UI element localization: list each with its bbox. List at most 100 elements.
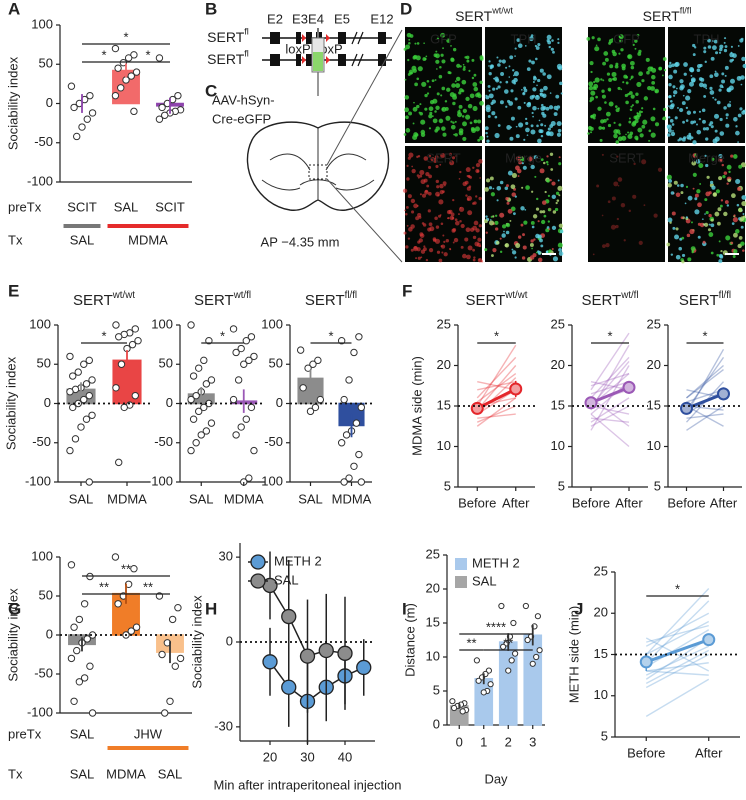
cell-signal (684, 202, 687, 205)
subject-line (645, 629, 710, 668)
cell-signal (490, 215, 493, 218)
allele-label-base: SERT (207, 51, 245, 67)
data-point (83, 115, 91, 123)
cell-signal (557, 41, 560, 44)
image-group-title-base: SERT (643, 8, 681, 24)
cell-signal (487, 114, 491, 118)
cell-signal (731, 222, 735, 225)
data-point (189, 415, 198, 423)
cell-signal (511, 172, 518, 179)
y-tick-label: 25 (437, 316, 451, 331)
cell-signal (423, 245, 426, 248)
cell-signal (625, 100, 629, 105)
cell-signal (441, 59, 446, 64)
cell-signal (703, 46, 707, 50)
cell-signal (514, 47, 517, 50)
cell-signal (544, 124, 547, 127)
cell-signal (442, 47, 444, 50)
cell-signal (441, 126, 446, 131)
data-point (232, 431, 240, 439)
cell-signal (727, 178, 732, 183)
cell-signal (509, 136, 514, 141)
cell-signal (615, 129, 621, 134)
cell-signal (738, 164, 743, 169)
cell-signal (512, 69, 515, 72)
cell-signal (435, 50, 438, 53)
cell-signal (469, 121, 473, 125)
cell-signal (726, 204, 730, 207)
cell-signal (449, 248, 452, 251)
channel-label: TPH (694, 31, 720, 46)
cell-signal (737, 113, 742, 118)
cell-signal (505, 230, 510, 235)
cell-signal (517, 105, 522, 110)
y-tick-label: 0 (226, 633, 233, 648)
significance-label: **** (486, 619, 506, 634)
cell-signal (721, 79, 726, 84)
cell-signal (549, 124, 554, 128)
x-tick-label: SAL (298, 491, 323, 506)
y-axis-label: METH side (min) (566, 606, 581, 704)
cell-signal (650, 132, 656, 138)
cell-signal (548, 249, 552, 252)
legend-label: SAL (472, 573, 497, 588)
cell-signal (515, 243, 521, 249)
cell-signal (603, 51, 609, 56)
cell-signal (666, 174, 672, 180)
cell-signal (723, 106, 727, 110)
y-tick-label: 10 (426, 648, 440, 663)
significance-label: * (123, 29, 128, 44)
cell-signal (518, 122, 524, 128)
data-point (473, 657, 480, 664)
cell-signal (434, 155, 439, 160)
cell-signal (412, 68, 417, 73)
data-point (158, 650, 166, 659)
cell-signal (422, 57, 427, 62)
cell-signal (506, 184, 509, 188)
y-tick-label: 100 (31, 16, 53, 31)
y-tick-label: -50 (154, 434, 173, 449)
significance-label: * (101, 328, 106, 343)
x-tick-label: MDMA (224, 491, 264, 506)
gene-break (351, 53, 364, 67)
cell-signal (696, 68, 701, 73)
legend-swatch (455, 558, 467, 570)
cell-signal (485, 231, 488, 234)
cell-signal (631, 122, 637, 127)
cell-signal (495, 240, 500, 245)
cell-signal (462, 253, 467, 259)
chart-title-sup: wt/fl (233, 290, 251, 301)
cell-signal (657, 167, 663, 172)
x-tick-label: After (615, 495, 643, 510)
cell-signal (714, 98, 717, 101)
subject-line (477, 413, 516, 419)
legend-marker (250, 573, 266, 589)
cell-signal (538, 129, 543, 134)
chart-title: SERTwt/fl (194, 290, 251, 309)
cell-signal (489, 220, 495, 226)
cell-signal (409, 71, 413, 75)
cell-signal (455, 83, 461, 88)
cell-signal (678, 246, 682, 251)
cell-signal (719, 117, 723, 122)
allele-label-base: SERT (207, 29, 245, 45)
cell-signal (721, 72, 725, 76)
cell-signal (719, 47, 723, 52)
cell-signal (703, 94, 707, 98)
cell-signal (419, 174, 423, 178)
panel-label: A (8, 0, 20, 18)
y-tick-label: 15 (426, 614, 440, 629)
cell-signal (422, 223, 427, 227)
cell-signal (622, 81, 625, 84)
data-point (124, 54, 133, 62)
data-point (88, 109, 97, 117)
cell-signal (428, 106, 434, 112)
cell-signal (473, 73, 477, 77)
data-point (171, 662, 179, 670)
cell-signal (505, 80, 509, 84)
cell-signal (590, 70, 593, 74)
cell-signal (715, 189, 720, 194)
cell-signal (618, 52, 621, 55)
cell-signal (623, 74, 628, 79)
cell-signal (444, 100, 448, 103)
